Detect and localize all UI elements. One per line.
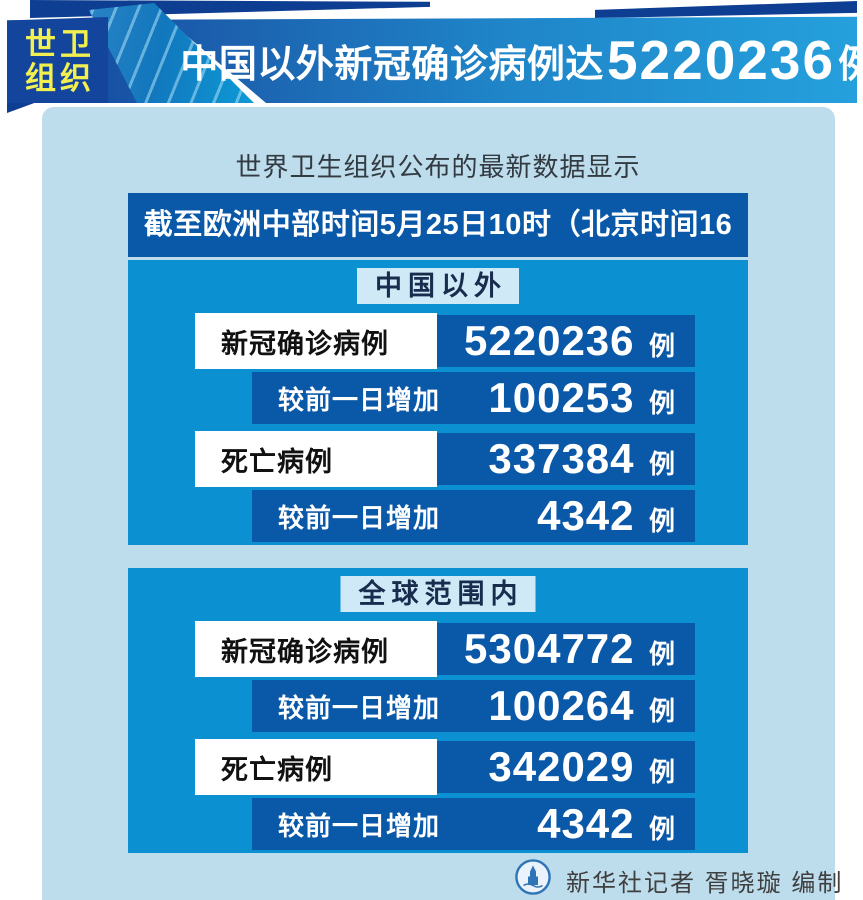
ribbon-back-fold-left <box>30 0 430 18</box>
who-tag-line1: 世卫 <box>25 27 95 62</box>
section-worldwide: 全球范围内 新冠确诊病例 5304772 例 较前一日增加 100264 例 死… <box>128 568 748 853</box>
stat-label: 死亡病例 <box>195 431 437 487</box>
stat-number: 100264 <box>488 682 635 729</box>
who-tag-box: 世卫 组织 <box>7 17 108 103</box>
stat-row-deaths: 死亡病例 337384 例 <box>195 431 695 487</box>
intro-text: 世界卫生组织公布的最新数据显示 <box>235 152 641 182</box>
who-tag-line2: 组织 <box>25 61 95 96</box>
stat-value: 4342 例 <box>537 492 675 540</box>
section-header-chip: 中国以外 <box>357 268 519 304</box>
section-outside-china: 中国以外 新冠确诊病例 5220236 例 较前一日增加 100253 例 死亡… <box>128 260 748 545</box>
stat-row-daily-increase: 较前一日增加 100264 例 <box>252 680 695 732</box>
stat-sub-label: 较前一日增加 <box>278 502 441 533</box>
stat-unit: 例 <box>648 814 675 844</box>
title-number: 5220236 <box>606 29 836 91</box>
stat-unit: 例 <box>648 757 675 787</box>
stat-row-daily-increase: 较前一日增加 100253 例 <box>252 372 695 424</box>
stat-number: 5304772 <box>464 625 635 672</box>
stat-number: 5220236 <box>464 317 635 364</box>
as-of-time-bar: 截至欧洲中部时间5月25日10时（北京时间16时） <box>128 193 748 305</box>
page-title: 中国以外新冠确诊病例达 5220236 例 <box>180 17 863 103</box>
stat-sub-label: 较前一日增加 <box>278 692 441 723</box>
stat-number: 4342 <box>537 800 635 847</box>
stat-value: 5220236 例 <box>464 317 675 365</box>
stat-number: 337384 <box>488 435 635 482</box>
stat-value-box: 5220236 例 <box>437 315 695 367</box>
stat-value: 4342 例 <box>537 800 675 848</box>
stat-unit: 例 <box>648 696 675 726</box>
stat-sub-label: 较前一日增加 <box>278 384 441 415</box>
stat-unit: 例 <box>648 449 675 479</box>
xinhua-logo-icon <box>514 858 552 896</box>
stat-label: 新冠确诊病例 <box>195 621 437 677</box>
section-header-chip: 全球范围内 <box>340 576 536 612</box>
stat-value: 100264 例 <box>488 682 675 730</box>
stat-value-box: 337384 例 <box>437 433 695 485</box>
stat-row-confirmed: 新冠确诊病例 5220236 例 <box>195 313 695 369</box>
stat-row-confirmed: 新冠确诊病例 5304772 例 <box>195 621 695 677</box>
stat-value-box: 342029 例 <box>437 741 695 793</box>
stat-sub-label: 较前一日增加 <box>278 810 441 841</box>
title-text: 中国以外新冠确诊病例达 <box>180 43 604 86</box>
stat-label: 新冠确诊病例 <box>195 313 437 369</box>
stat-unit: 例 <box>648 506 675 536</box>
stat-value: 342029 例 <box>488 743 675 791</box>
stat-label: 死亡病例 <box>195 739 437 795</box>
stat-number: 342029 <box>488 743 635 790</box>
stat-row-daily-increase: 较前一日增加 4342 例 <box>252 798 695 850</box>
stat-value: 100253 例 <box>488 374 675 422</box>
stat-value: 5304772 例 <box>464 625 675 673</box>
ribbon-corner-fold <box>7 102 37 113</box>
stat-value: 337384 例 <box>488 435 675 483</box>
stat-row-daily-increase: 较前一日增加 4342 例 <box>252 490 695 542</box>
stat-unit: 例 <box>648 388 675 418</box>
stat-row-deaths: 死亡病例 342029 例 <box>195 739 695 795</box>
stat-number: 100253 <box>488 374 635 421</box>
stat-value-box: 5304772 例 <box>437 623 695 675</box>
title-unit: 例 <box>838 43 863 86</box>
stat-number: 4342 <box>537 492 635 539</box>
stat-unit: 例 <box>648 639 675 669</box>
credit-line: 新华社记者 胥晓璇 编制 <box>566 870 844 897</box>
stat-unit: 例 <box>648 331 675 361</box>
ribbon-back-fold-right <box>595 1 857 18</box>
